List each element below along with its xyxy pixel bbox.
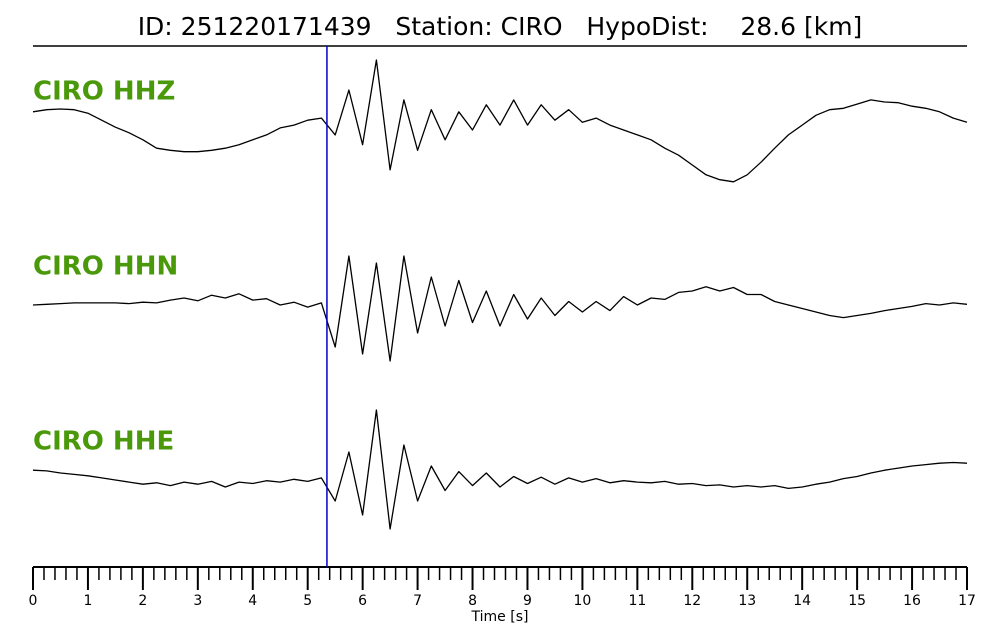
waveform bbox=[32, 409, 968, 530]
x-tick-label: 17 bbox=[958, 593, 976, 609]
x-tick-label: 11 bbox=[628, 593, 646, 609]
x-tick-label: 12 bbox=[683, 593, 701, 609]
x-tick-label: 0 bbox=[29, 593, 38, 609]
x-tick-label: 6 bbox=[358, 593, 367, 609]
trace-label: CIRO HHE bbox=[33, 427, 174, 457]
x-axis-label: Time [s] bbox=[471, 609, 529, 625]
waveform bbox=[32, 255, 968, 362]
chart-title: ID: 251220171439 Station: CIRO HypoDist:… bbox=[138, 12, 863, 41]
x-tick-label: 4 bbox=[248, 593, 257, 609]
x-tick-label: 2 bbox=[138, 593, 147, 609]
x-tick-label: 9 bbox=[523, 593, 532, 609]
x-tick-label: 8 bbox=[468, 593, 477, 609]
x-tick-label: 15 bbox=[848, 593, 866, 609]
trace-label: CIRO HHN bbox=[33, 252, 178, 282]
x-tick-label: 16 bbox=[903, 593, 921, 609]
x-tick-label: 13 bbox=[738, 593, 756, 609]
waveform bbox=[32, 59, 968, 183]
x-tick-label: 14 bbox=[793, 593, 811, 609]
x-tick-label: 1 bbox=[83, 593, 92, 609]
x-tick-label: 3 bbox=[193, 593, 202, 609]
x-tick-label: 5 bbox=[303, 593, 312, 609]
x-tick-label: 10 bbox=[573, 593, 591, 609]
trace-label: CIRO HHZ bbox=[33, 77, 175, 107]
x-tick-label: 7 bbox=[413, 593, 422, 609]
